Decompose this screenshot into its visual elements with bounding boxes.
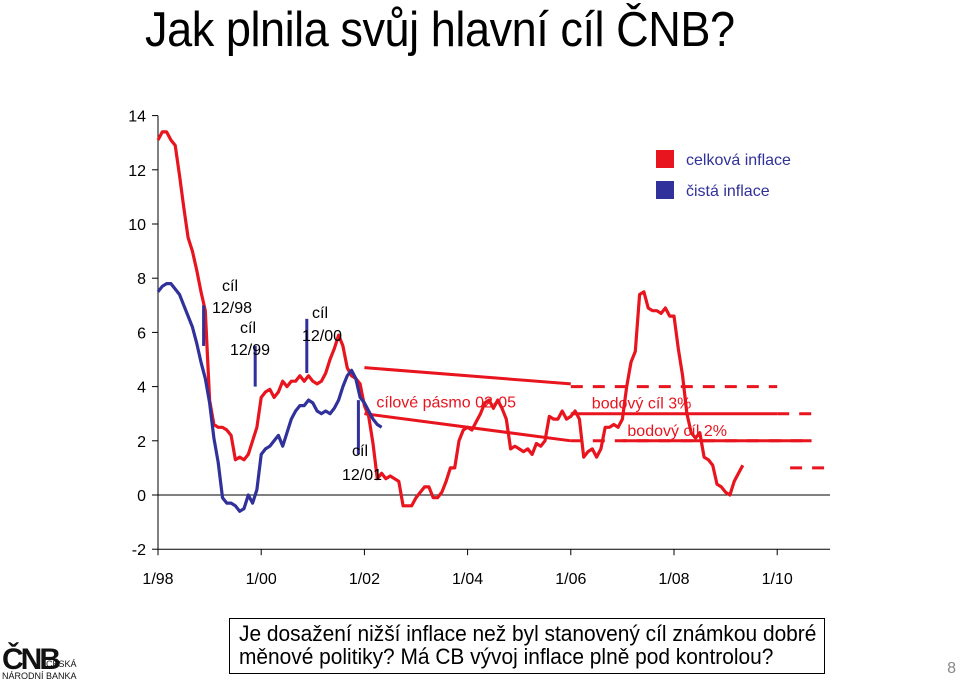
y-tick-label: 6: [137, 325, 146, 342]
target-band-layer: cílové pásmo 02-05 bodový cíl 3% bodový cí…: [364, 366, 829, 470]
cnb-logo-line2: NÁRODNÍ BANKA: [2, 671, 77, 681]
legend-swatch: [656, 181, 674, 199]
x-tick-label: 1/06: [555, 571, 586, 588]
y-tick-label: 4: [137, 380, 146, 397]
x-tick-label: 1/10: [762, 571, 793, 588]
target-band-upper: [364, 366, 571, 386]
annotation-layer: cíl 12/98 cíl 12/99 cíl 12/00 cíl 12/01: [202, 278, 382, 484]
question-line-1: Je dosažení nižší inflace než byl stanov…: [239, 621, 817, 646]
y-tick-label: 10: [128, 217, 146, 234]
question-box: Je dosažení nižší inflace než byl stanov…: [229, 618, 825, 674]
y-tick-label: 14: [128, 109, 146, 126]
target-band-label: cílové pásmo 02-05: [376, 395, 516, 412]
legend-swatch: [656, 150, 674, 168]
annotation-label: cíl: [240, 320, 256, 337]
annotation-label: cíl: [312, 305, 328, 322]
y-tick-label: 8: [137, 271, 146, 288]
annotation-label-date: 12/99: [230, 342, 270, 359]
legend-label: celková inflace: [686, 152, 791, 169]
series-line-headline-inflation: [156, 130, 745, 508]
cnb-logo-line1: ČESKÁ: [46, 659, 77, 669]
y-tick-label: 2: [137, 434, 146, 451]
y-tick-label: -2: [132, 542, 146, 559]
x-tick-label: 1/02: [349, 571, 380, 588]
axes-layer: -2 0 2 4 6 8 10 12 14 1/98 1/00 1/02 1/04 1/06 1/08 1/1…: [128, 109, 830, 588]
annotation-label-date: 12/00: [302, 328, 342, 345]
series-layer: [156, 130, 745, 513]
annotation-label: cíl: [222, 278, 238, 295]
annotation-label-date: 12/01: [342, 467, 382, 484]
x-tick-label: 1/04: [452, 571, 483, 588]
y-tick-label: 12: [128, 163, 146, 180]
inflation-chart: -2 0 2 4 6 8 10 12 14 1/98 1/00 1/02 1/04 1/06 1/08 1/1…: [128, 109, 830, 588]
annotation-label-date: 12/98: [212, 300, 252, 317]
point-target-label: bodový cíl 3%: [592, 396, 692, 413]
series-line-core-inflation: [156, 282, 383, 513]
point-target-label: bodový cíl 2%: [627, 423, 727, 440]
legend-label: čistá inflace: [686, 183, 770, 200]
cnb-logo: ČNB ČESKÁ NÁRODNÍ BANKA: [2, 643, 102, 682]
page-number: 8: [947, 660, 956, 677]
x-tick-label: 1/98: [142, 571, 173, 588]
slide-title: Jak plnila svůj hlavní cíl ČNB?: [145, 3, 735, 57]
legend-layer: celková inflace čistá inflace: [656, 150, 791, 200]
annotation-label: cíl: [352, 443, 368, 460]
x-tick-label: 1/00: [246, 571, 277, 588]
question-line-2: měnové politiky? Má CB vývoj inflace pln…: [239, 644, 774, 669]
x-tick-label: 1/08: [658, 571, 689, 588]
y-tick-label: 0: [137, 488, 146, 505]
cnb-logo-mark: ČNB: [2, 643, 61, 676]
